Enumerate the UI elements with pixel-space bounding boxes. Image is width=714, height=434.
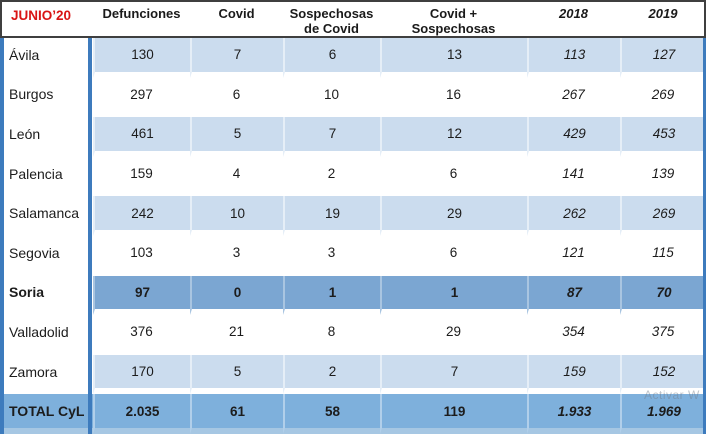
cell-value: 375 (620, 315, 706, 355)
table-row: Palencia 159 4 2 6 141 139 (0, 156, 706, 197)
table-row: Segovia 103 3 3 6 121 115 (0, 235, 706, 276)
cell-value: 3 (283, 235, 380, 276)
row-label: Segovia (0, 235, 93, 276)
table-row: Zamora 170 5 2 7 159 152 (0, 354, 706, 395)
row-label: Burgos (0, 77, 93, 118)
cell-value: 10 (283, 77, 380, 118)
period-label: JUNIO’20 (11, 8, 72, 23)
cell-value: 141 (527, 156, 620, 197)
cell-value: 1 (380, 275, 527, 316)
cell-value: 21 (190, 315, 283, 355)
table-row: TOTAL CyL 2.035 61 58 119 1.933 1.969 (0, 394, 706, 434)
cell-value: 376 (93, 315, 190, 355)
cell-value: 1.933 (527, 394, 620, 434)
cell-value: 1 (283, 275, 380, 316)
table-row: Soria 97 0 1 1 87 70 (0, 275, 706, 316)
cell-value: 115 (620, 235, 706, 276)
cell-value: 29 (380, 196, 527, 236)
cell-value: 121 (527, 235, 620, 276)
column-header-sospechosas: Sospechosas de Covid (289, 6, 374, 36)
column-header-2018: 2018 (559, 6, 588, 21)
column-header-covid: Covid (218, 6, 255, 21)
cell-value: 7 (283, 117, 380, 157)
cell-value: 262 (527, 196, 620, 236)
cell-value: 2.035 (93, 394, 190, 434)
cell-value: 6 (283, 38, 380, 78)
cell-value: 159 (527, 354, 620, 395)
cell-value: 19 (283, 196, 380, 236)
cell-value: 87 (527, 275, 620, 316)
table-row: Ávila 130 7 6 13 113 127 (0, 38, 706, 78)
cell-value: 12 (380, 117, 527, 157)
cell-value: 6 (380, 235, 527, 276)
column-header-defunciones: Defunciones (102, 6, 181, 21)
cell-value: 5 (190, 354, 283, 395)
column-header-2019: 2019 (648, 6, 678, 21)
cell-value: 130 (93, 38, 190, 78)
table-row: Salamanca 242 10 19 29 262 269 (0, 196, 706, 236)
cell-value: 170 (93, 354, 190, 395)
cell-value: 103 (93, 235, 190, 276)
cell-value: 267 (527, 77, 620, 118)
row-label: Soria (0, 275, 93, 316)
cell-value: 453 (620, 117, 706, 157)
row-label: Valladolid (0, 315, 93, 355)
cell-value: 6 (380, 156, 527, 197)
row-label: Palencia (0, 156, 93, 197)
table-row: Valladolid 376 21 8 29 354 375 (0, 315, 706, 355)
cell-value: 113 (527, 38, 620, 78)
cell-value: 119 (380, 394, 527, 434)
cell-value: 429 (527, 117, 620, 157)
cell-value: 242 (93, 196, 190, 236)
cell-value: 10 (190, 196, 283, 236)
table-row: León 461 5 7 12 429 453 (0, 117, 706, 157)
table-body: Ávila 130 7 6 13 113 127 Burgos 297 6 10 16 267 269 Le… (0, 38, 706, 434)
row-label: Zamora (0, 354, 93, 395)
row-label: Salamanca (0, 196, 93, 236)
row-label: TOTAL CyL (0, 394, 93, 434)
cell-value: 139 (620, 156, 706, 197)
cell-value: 7 (380, 354, 527, 395)
cell-value: 13 (380, 38, 527, 78)
cell-value: 7 (190, 38, 283, 78)
cell-value: 297 (93, 77, 190, 118)
cell-value: 61 (190, 394, 283, 434)
cell-value: 1.969 (620, 394, 706, 434)
cell-value: 3 (190, 235, 283, 276)
cell-value: 16 (380, 77, 527, 118)
row-label: León (0, 117, 93, 157)
cell-value: 8 (283, 315, 380, 355)
cell-value: 4 (190, 156, 283, 197)
cell-value: 2 (283, 354, 380, 395)
column-header-covid-sospechosas: Covid + Sospechosas (411, 6, 496, 36)
cell-value: 2 (283, 156, 380, 197)
cell-value: 6 (190, 77, 283, 118)
cell-value: 152 (620, 354, 706, 395)
row-label: Ávila (0, 38, 93, 78)
cell-value: 58 (283, 394, 380, 434)
right-border-line (703, 38, 706, 434)
cell-value: 127 (620, 38, 706, 78)
cell-value: 461 (93, 117, 190, 157)
table-row: Burgos 297 6 10 16 267 269 (0, 77, 706, 118)
left-border-line (0, 38, 4, 434)
cell-value: 29 (380, 315, 527, 355)
cell-value: 269 (620, 196, 706, 236)
cell-value: 0 (190, 275, 283, 316)
cell-value: 159 (93, 156, 190, 197)
cell-value: 269 (620, 77, 706, 118)
table-header-row: JUNIO’20 Defunciones Covid Sospechosas d… (0, 0, 706, 38)
cell-value: 354 (527, 315, 620, 355)
label-divider-line (88, 38, 92, 434)
cell-value: 97 (93, 275, 190, 316)
cell-value: 70 (620, 275, 706, 316)
cell-value: 5 (190, 117, 283, 157)
